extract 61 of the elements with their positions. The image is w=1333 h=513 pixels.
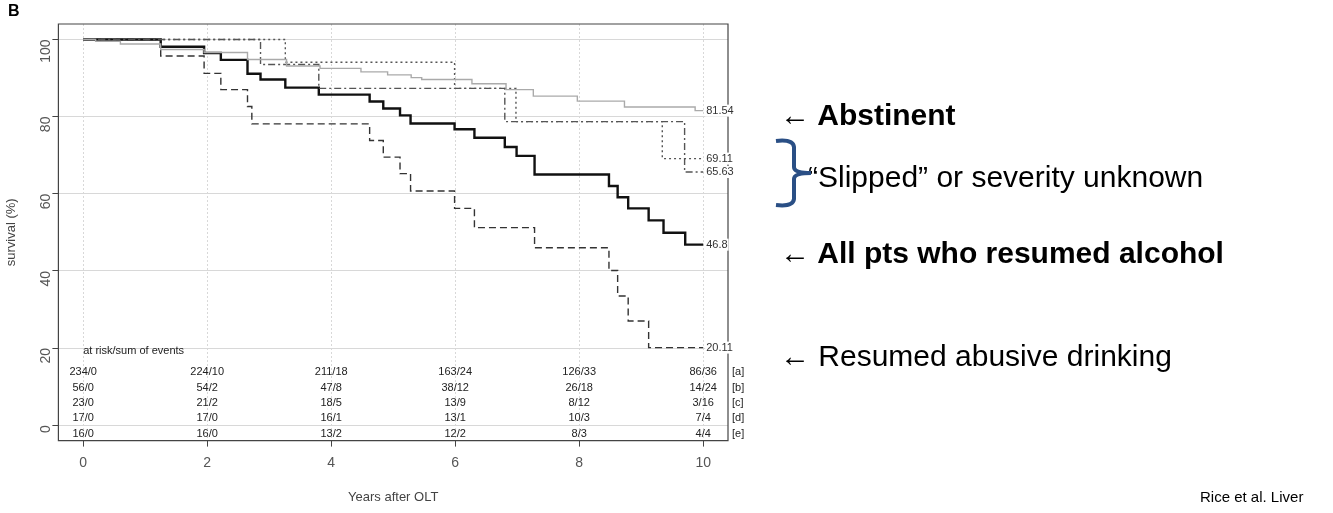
y-tick-label: 60 <box>37 193 54 210</box>
annotation: 8/12 <box>568 396 590 409</box>
annotation: 12/2 <box>444 426 466 439</box>
x-tick-label: 4 <box>327 453 336 470</box>
annotation: 211/18 <box>314 365 348 378</box>
annotation: 16/1 <box>320 411 342 424</box>
data-label: 20.11 <box>706 340 733 353</box>
annotation: 56/0 <box>72 380 94 393</box>
y-tick-label: 20 <box>37 347 54 364</box>
annotation: 4/4 <box>695 426 711 439</box>
annotation: 13/1 <box>444 411 466 424</box>
y-tick-label: 0 <box>37 424 54 433</box>
annotation: at risk/sum of events <box>83 344 185 357</box>
text: Rice et al. Liver <box>1200 488 1304 506</box>
text: [e] <box>732 426 745 439</box>
data-label: 46.8 <box>706 237 728 250</box>
data-label: 69.11 <box>706 151 733 164</box>
text: [c] <box>732 396 744 409</box>
annotation: 10/3 <box>568 411 590 424</box>
annotation: 14/24 <box>689 380 717 393</box>
text: “Slipped” or severity unknown <box>808 160 1204 194</box>
annotation: 18/5 <box>320 396 342 409</box>
annotation: 126/33 <box>562 365 597 378</box>
text: [a] <box>732 365 745 378</box>
annotation: 86/36 <box>689 365 717 378</box>
annotation: 3/16 <box>692 396 714 409</box>
y-tick-label: 80 <box>37 116 54 133</box>
text: B <box>8 2 20 20</box>
text: [b] <box>732 380 745 393</box>
annotation: 47/8 <box>320 380 342 393</box>
annotation: 16/0 <box>196 426 218 439</box>
annotation: 8/3 <box>571 426 587 439</box>
y-tick-label: 100 <box>37 39 54 63</box>
annotation: 38/12 <box>441 380 469 393</box>
x-tick-label: 2 <box>203 453 212 470</box>
annotation: 17/0 <box>72 411 94 424</box>
annotation: 16/0 <box>72 426 94 439</box>
x-tick-label: 6 <box>451 453 460 470</box>
x-tick-label: 10 <box>695 453 712 470</box>
text: [d] <box>732 411 745 424</box>
x-tick-label: 8 <box>575 453 584 470</box>
x-tick-label: 0 <box>79 453 88 470</box>
annotation: 7/4 <box>695 411 711 424</box>
annotation: 13/2 <box>320 426 342 439</box>
annotation: 26/18 <box>565 380 593 393</box>
annotation: 23/0 <box>72 396 94 409</box>
x-axis-title: Years after OLT <box>348 488 439 504</box>
text: ← Resumed abusive drinking <box>780 339 1172 373</box>
annotation: 13/9 <box>444 396 466 409</box>
text: ← Abstinent <box>780 98 956 132</box>
annotation: 17/0 <box>196 411 218 424</box>
data-label: 81.54 <box>706 103 734 116</box>
annotation: 21/2 <box>196 396 218 409</box>
data-label: 65.63 <box>706 165 734 178</box>
annotation: 234/0 <box>69 365 97 378</box>
annotation: 54/2 <box>196 380 218 393</box>
text: ← All pts who resumed alcohol <box>780 236 1224 270</box>
annotation: 163/24 <box>438 365 473 378</box>
y-tick-label: 40 <box>37 270 54 287</box>
y-axis-title: survival (%) <box>3 198 19 267</box>
annotation: 224/10 <box>190 365 225 378</box>
